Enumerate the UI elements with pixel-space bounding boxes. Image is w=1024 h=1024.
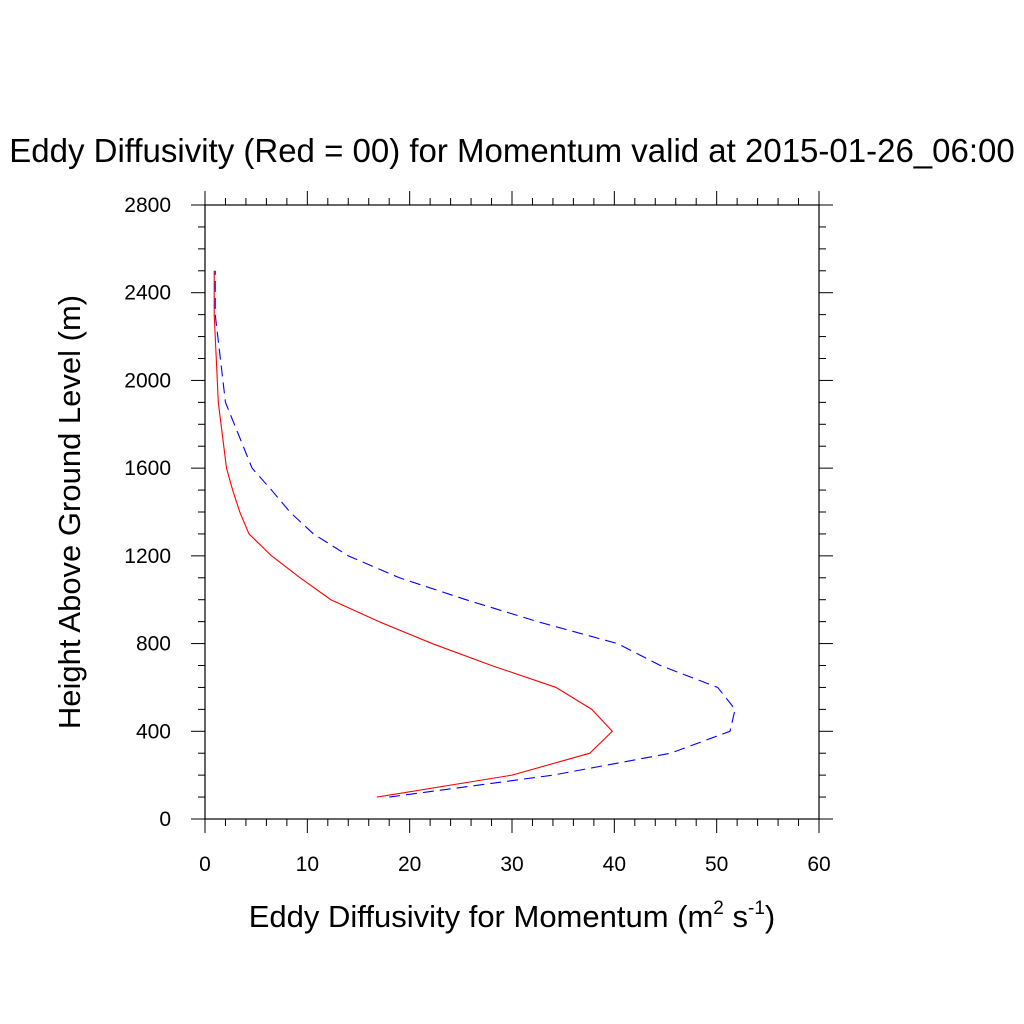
y-tick-label: 800 [136,633,171,656]
x-tick-label: 60 [807,853,830,876]
y-tick-label: 2400 [124,282,171,305]
x-axis-label-end: ) [765,899,775,934]
x-tick-label: 30 [500,853,523,876]
y-tick-label: 2800 [124,194,171,217]
x-tick-label: 40 [603,853,626,876]
axis-tick-labels: 0 10 20 30 40 50 60 0 400 800 1200 1600 2000 2400 2800 [124,194,830,876]
y-tick-label: 1200 [124,545,171,568]
x-axis-label: Eddy Diffusivity for Momentum (m2 s-1) [249,898,775,934]
y-tick-label: 2000 [124,369,171,392]
plot-frame [204,204,820,820]
x-axis-label-mid: s [724,899,748,934]
y-tick-label: 0 [159,808,171,831]
series-layer [213,270,736,798]
y-tick-label: 1600 [124,457,171,480]
x-tick-label: 20 [398,853,421,876]
x-axis-label-base: Eddy Diffusivity for Momentum (m [249,899,714,934]
y-axis-label: Height Above Ground Level (m) [52,295,87,729]
chart-title: Eddy Diffusivity (Red = 00) for Momentum… [9,132,1015,169]
x-tick-label: 0 [199,853,211,876]
x-tick-label: 10 [296,853,319,876]
x-tick-label: 50 [705,853,728,876]
x-axis-label-sup2: -1 [748,898,765,919]
series-line-2 [214,270,736,798]
x-axis-label-sup1: 2 [713,898,724,919]
y-tick-label: 400 [136,720,171,743]
series-line-1 [213,270,614,798]
axis-ticks [191,191,833,833]
